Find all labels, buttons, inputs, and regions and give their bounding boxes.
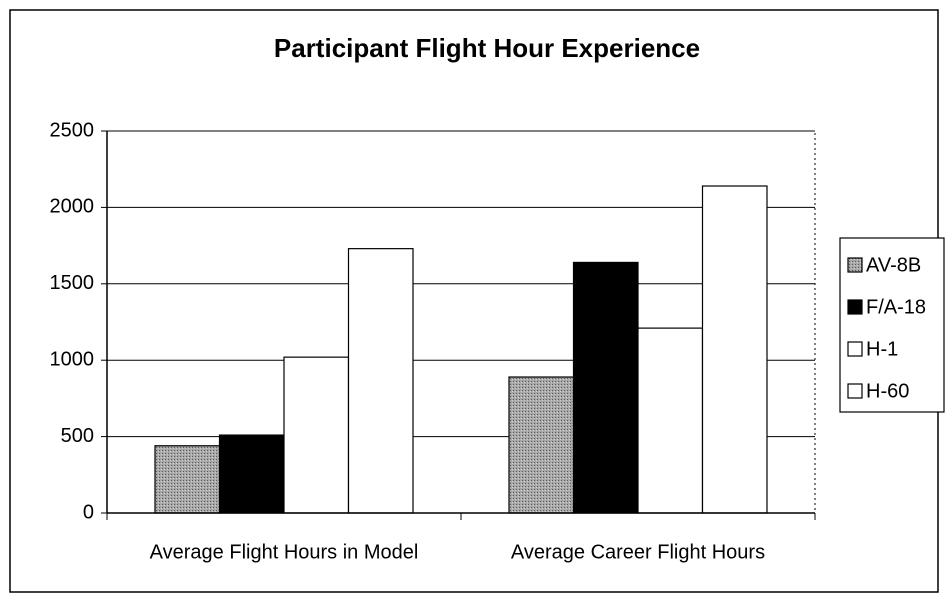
legend-swatch xyxy=(847,257,863,273)
legend-label: F/A-18 xyxy=(866,296,926,318)
legend-label: H-1 xyxy=(866,338,898,360)
chart-frame xyxy=(9,9,939,593)
legend-swatch xyxy=(847,299,863,315)
legend-label: AV-8B xyxy=(866,254,921,276)
x-tick-label: Average Flight Hours in Model xyxy=(150,541,419,563)
bar xyxy=(218,434,285,514)
bar xyxy=(154,445,221,514)
bar xyxy=(347,248,414,514)
y-tick-label: 1500 xyxy=(50,272,95,294)
x-tick-label: Average Career Flight Hours xyxy=(511,541,765,563)
bar xyxy=(572,261,639,514)
legend-label: H-60 xyxy=(866,380,909,402)
y-tick-label: 0 xyxy=(83,501,94,523)
bar xyxy=(637,327,704,514)
y-tick-label: 500 xyxy=(61,425,94,447)
bar xyxy=(508,376,575,514)
y-tick-label: 2000 xyxy=(50,196,95,218)
legend-swatch xyxy=(847,383,863,399)
y-tick-label: 2500 xyxy=(50,119,95,141)
bar xyxy=(283,356,350,514)
legend-swatch xyxy=(847,341,863,357)
chart-title: Participant Flight Hour Experience xyxy=(274,33,700,63)
bar xyxy=(701,185,768,514)
y-tick-label: 1000 xyxy=(50,348,95,370)
